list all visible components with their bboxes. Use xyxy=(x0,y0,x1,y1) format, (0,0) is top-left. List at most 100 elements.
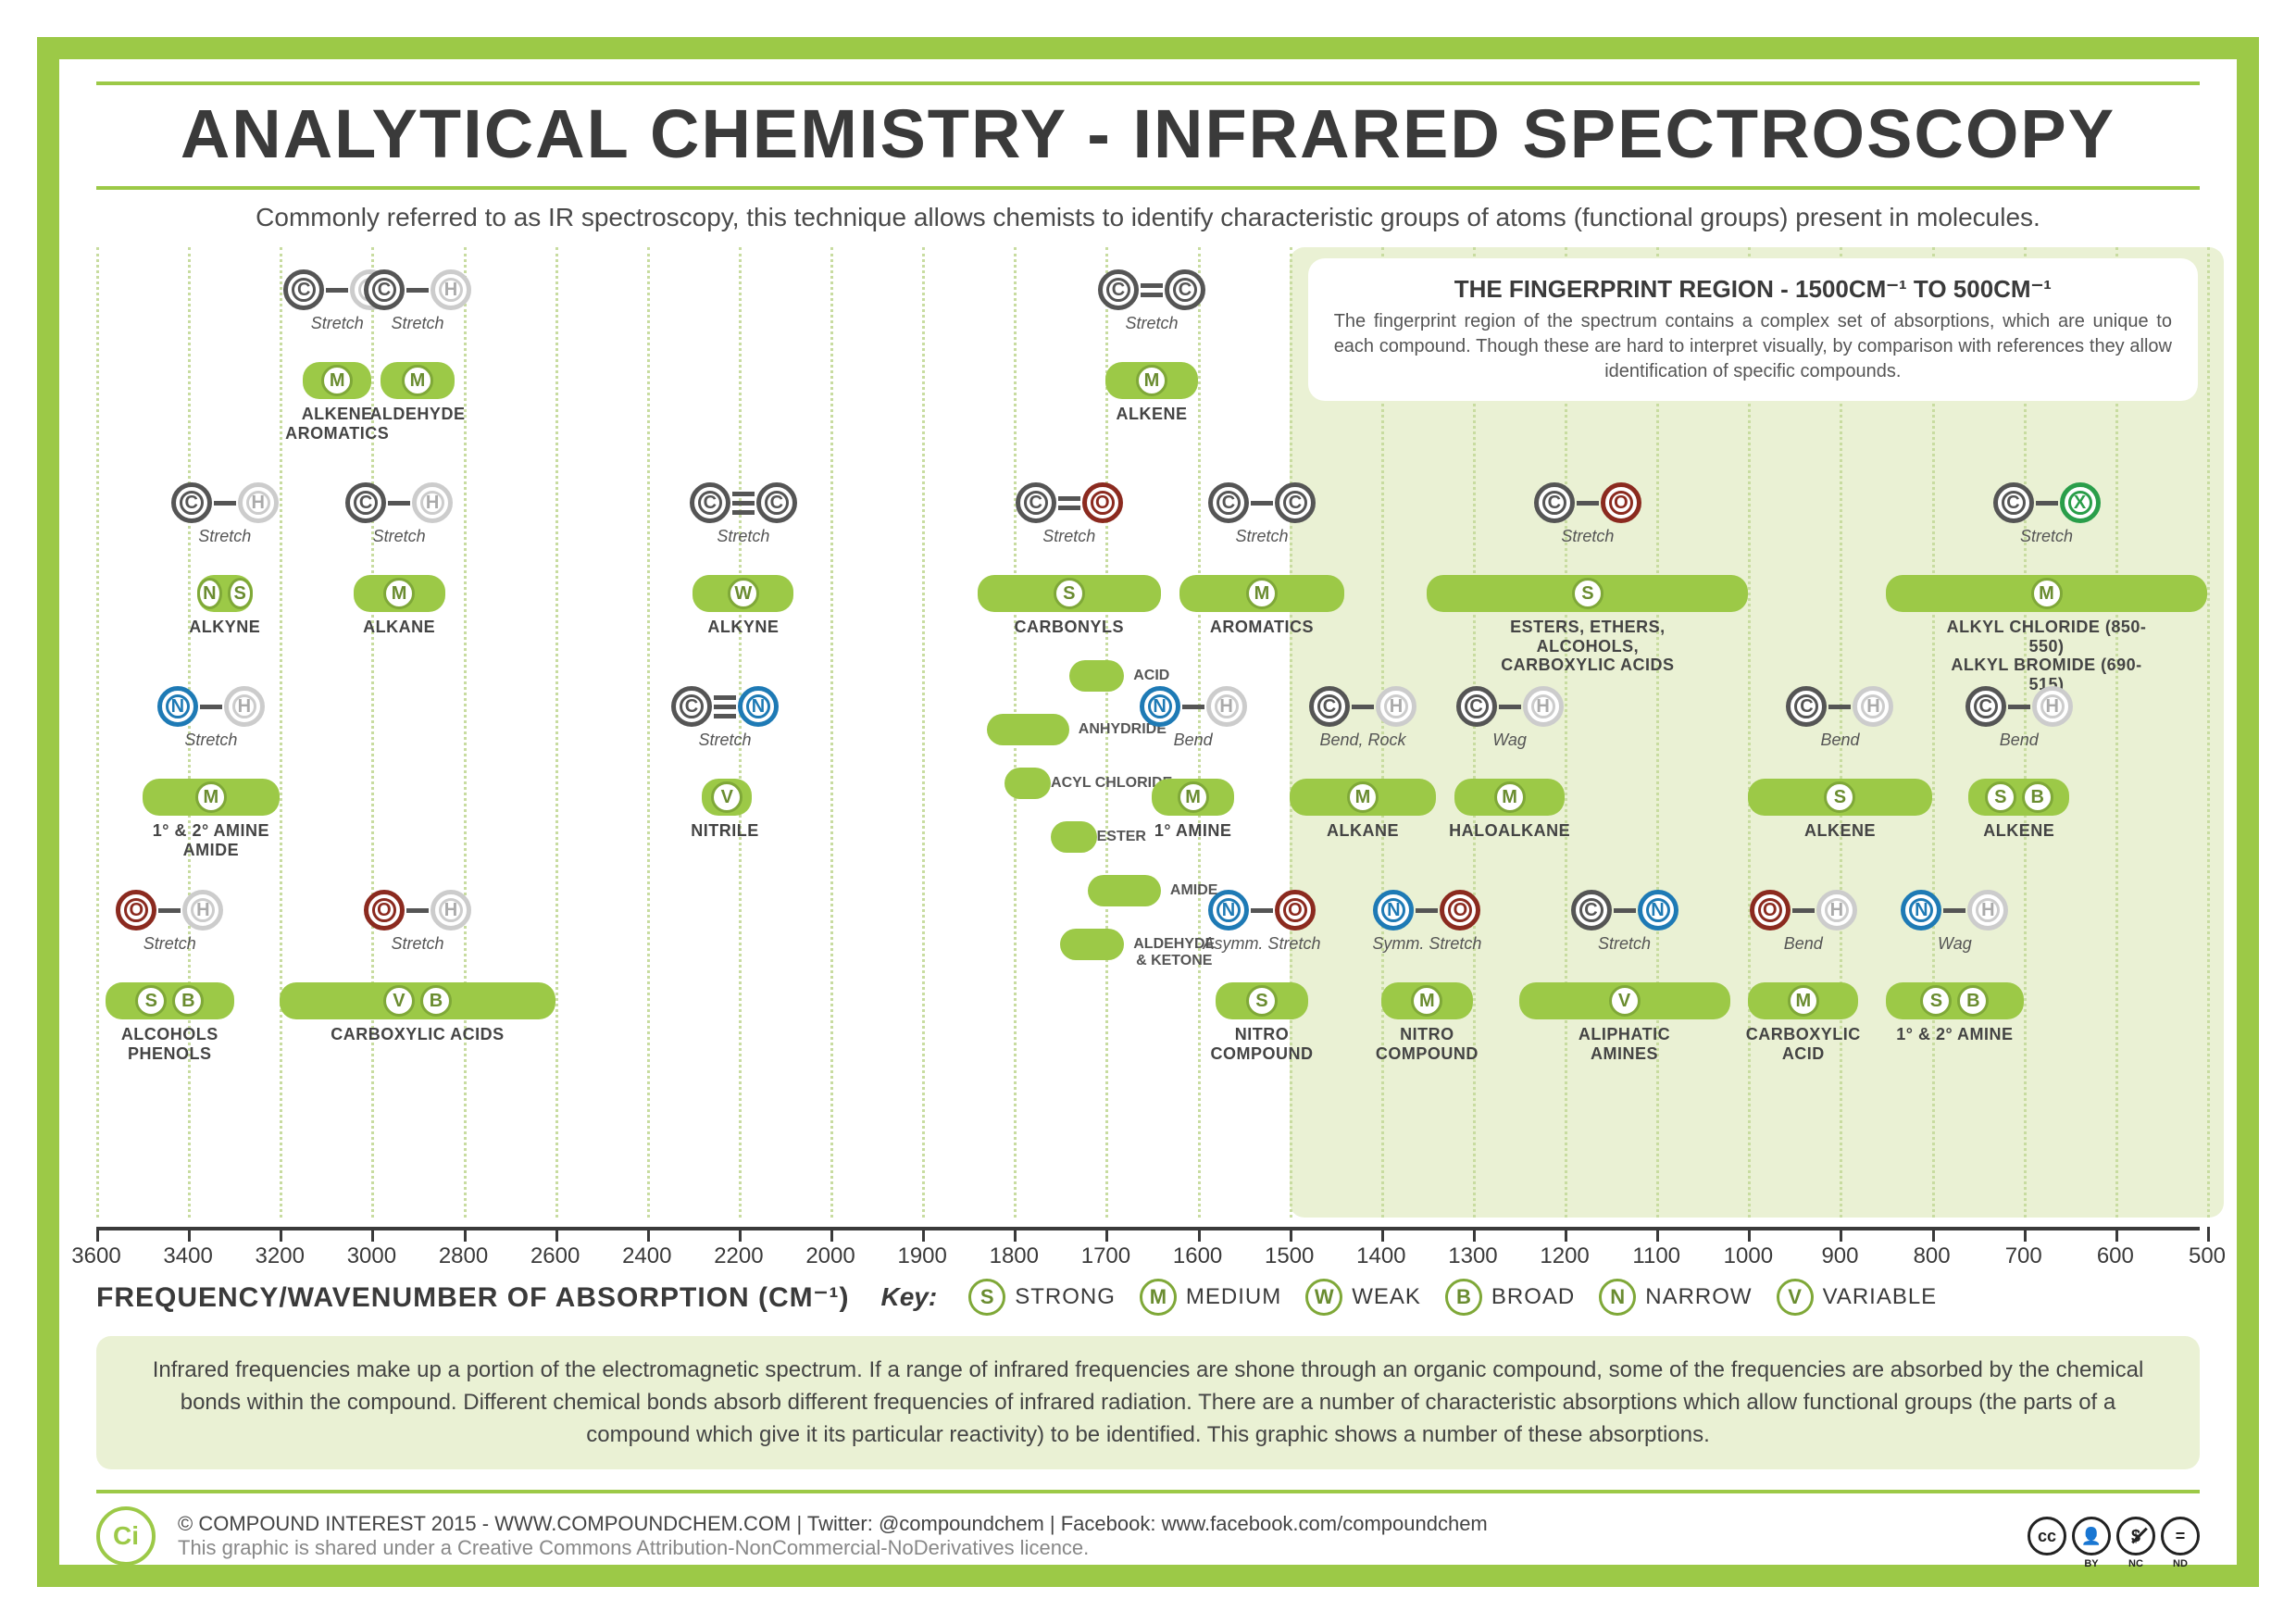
key-item: MMEDIUM xyxy=(1140,1279,1281,1316)
intensity-badge: B xyxy=(420,985,452,1017)
intensity-badge: S xyxy=(1054,578,1085,609)
vibration-mode: Stretch xyxy=(1477,527,1699,546)
absorption-bar: S xyxy=(978,575,1161,612)
atom-h-icon: H xyxy=(1523,686,1564,727)
bond-diagram: CO xyxy=(1477,482,1699,523)
axis-tick-label: 700 xyxy=(2005,1243,2042,1269)
vibration-mode: Stretch xyxy=(1151,527,1373,546)
axis-tick xyxy=(2207,1227,2210,1242)
cc-by-icon: 👤BY xyxy=(2072,1517,2111,1555)
key-text: STRONG xyxy=(1015,1284,1116,1310)
vibration-mode: Stretch xyxy=(632,527,855,546)
axis-tick xyxy=(830,1227,833,1242)
key-label: Key: xyxy=(881,1282,938,1312)
intensity-badge: W xyxy=(1305,1279,1342,1316)
atom-c-icon: C xyxy=(1534,482,1575,523)
main-title: ANALYTICAL CHEMISTRY - INFRARED SPECTROS… xyxy=(96,81,2200,190)
footer-licence: This graphic is shared under a Creative … xyxy=(178,1536,2005,1560)
bond-diagram: CH xyxy=(1908,686,2130,727)
absorption-bar: M xyxy=(1381,982,1473,1019)
intensity-badge: B xyxy=(1957,985,1989,1017)
axis-tick xyxy=(1381,1227,1384,1242)
axis-tick xyxy=(555,1227,558,1242)
atom-c-icon: C xyxy=(1456,686,1497,727)
atom-c-icon: C xyxy=(345,482,386,523)
axis-tick-label: 2800 xyxy=(439,1243,488,1269)
absorption-bar: SB xyxy=(1886,982,2024,1019)
bond-1-icon xyxy=(1943,908,1965,913)
gridline xyxy=(555,247,558,1218)
intensity-badge: B xyxy=(172,985,204,1017)
key-text: VARIABLE xyxy=(1823,1284,1938,1310)
atom-h-icon: H xyxy=(224,686,265,727)
bond-1-icon xyxy=(1251,501,1273,506)
atom-n-icon: N xyxy=(1373,890,1414,931)
atom-o-icon: O xyxy=(116,890,156,931)
bond-diagram: CH xyxy=(288,482,510,523)
axis-line xyxy=(96,1227,2200,1230)
atom-n-icon: N xyxy=(738,686,779,727)
absorption-bar: M xyxy=(143,779,281,816)
axis-tick-label: 900 xyxy=(1821,1243,1858,1269)
axis-tick-label: 1700 xyxy=(1081,1243,1130,1269)
vibration-mode: Stretch xyxy=(1041,314,1263,333)
bond-diagram: NH xyxy=(1843,890,2065,931)
functional-group-label: AROMATICS xyxy=(1151,618,1373,637)
key-text: NARROW xyxy=(1645,1284,1752,1310)
axis-tick-label: 1100 xyxy=(1632,1243,1680,1269)
intensity-badge: M xyxy=(402,365,433,396)
axis-tick xyxy=(1748,1227,1751,1242)
bond-diagram: OH xyxy=(58,890,281,931)
bond-1-icon xyxy=(388,501,410,506)
atom-h-icon: H xyxy=(430,890,471,931)
functional-group-label: ALKYL CHLORIDE (850-550)ALKYL BROMIDE (6… xyxy=(1936,618,2158,694)
vibration-mode: Symm. Stretch xyxy=(1316,934,1538,954)
atom-o-icon: O xyxy=(1601,482,1641,523)
functional-group-label: ALKANE xyxy=(288,618,510,637)
atom-o-icon: O xyxy=(364,890,405,931)
spectrum-chart: THE FINGERPRINT REGION - 1500CM⁻¹ TO 500… xyxy=(96,242,2200,1223)
functional-group-label: ESTERS, ETHERS, ALCOHOLS,CARBOXYLIC ACID… xyxy=(1477,618,1699,675)
bond-diagram: CN xyxy=(614,686,836,727)
vibration-mode: Stretch xyxy=(58,934,281,954)
atom-h-icon: H xyxy=(238,482,279,523)
carbonyl-sub-bar xyxy=(1060,929,1124,960)
atom-n-icon: N xyxy=(1901,890,1941,931)
key-text: MEDIUM xyxy=(1186,1284,1281,1310)
atom-c-icon: C xyxy=(1786,686,1827,727)
poster-frame: ANALYTICAL CHEMISTRY - INFRARED SPECTROS… xyxy=(37,37,2259,1587)
absorption-bar: V xyxy=(702,779,752,816)
vibration-mode: Stretch xyxy=(100,731,322,750)
absorption-entry: CCStretchMAROMATICS xyxy=(1151,482,1373,677)
axis-tick-label: 1300 xyxy=(1448,1243,1497,1269)
key-legend: SSTRONGMMEDIUMWWEAKBBROADNNARROWVVARIABL… xyxy=(968,1279,1937,1316)
absorption-entry: CNStretchVNITRILE xyxy=(614,686,836,881)
intensity-badge: N xyxy=(197,578,222,609)
axis-tick-label: 3000 xyxy=(347,1243,396,1269)
absorption-bar: W xyxy=(693,575,793,612)
absorption-bar: M xyxy=(1152,779,1234,816)
atom-c-icon: C xyxy=(1098,269,1139,310)
intensity-badge: S xyxy=(1572,578,1603,609)
axis-tick xyxy=(371,1227,374,1242)
functional-group-label: CARBONYLS xyxy=(958,618,1180,637)
bond-1-icon xyxy=(214,501,236,506)
footer-text: © COMPOUND INTEREST 2015 - WWW.COMPOUNDC… xyxy=(178,1512,2005,1560)
axis-tick xyxy=(1565,1227,1567,1242)
bond-1-icon xyxy=(1577,501,1599,506)
atom-h-icon: H xyxy=(182,890,223,931)
atom-c-icon: C xyxy=(1208,482,1249,523)
atom-o-icon: O xyxy=(1082,482,1123,523)
functional-group-label: ALCOHOLSPHENOLS xyxy=(58,1025,281,1063)
intensity-badge: N xyxy=(1599,1279,1636,1316)
bond-diagram: CX xyxy=(1936,482,2158,523)
cc-cc-icon: cc xyxy=(2028,1517,2066,1555)
description-box: Infrared frequencies make up a portion o… xyxy=(96,1336,2200,1469)
x-axis: 3600340032003000280026002400220020001900… xyxy=(96,1227,2200,1273)
atom-c-icon: C xyxy=(756,482,797,523)
intensity-badge: M xyxy=(1788,985,1819,1017)
absorption-entry: OHStretchSBALCOHOLSPHENOLS xyxy=(58,890,281,1084)
bond-1-icon xyxy=(1251,908,1273,913)
absorption-bar: SB xyxy=(1968,779,2069,816)
axis-tick-label: 1900 xyxy=(897,1243,946,1269)
